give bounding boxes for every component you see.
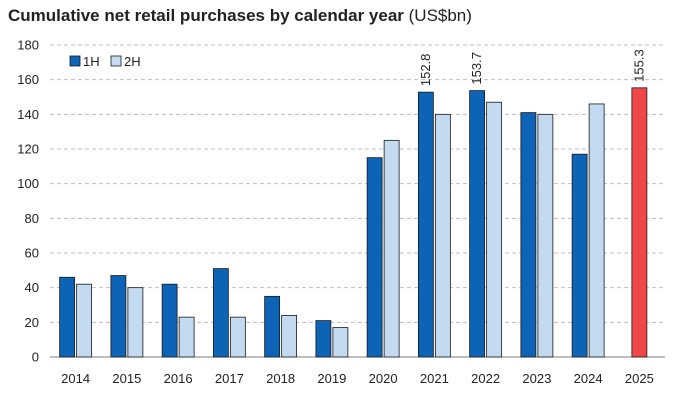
y-tick-label: 140	[17, 107, 39, 122]
y-tick-label: 180	[17, 38, 39, 53]
x-tick-label: 2014	[61, 371, 90, 386]
chart-title-unit: (US$bn)	[408, 6, 472, 25]
bar-2h	[588, 103, 605, 358]
y-tick-label: 40	[25, 280, 39, 295]
bar-2h	[76, 283, 93, 358]
legend-label-2h: 2H	[124, 54, 141, 69]
legend-swatch-1h	[69, 55, 81, 67]
bar-2h	[127, 287, 144, 358]
x-tick-label: 2024	[574, 371, 603, 386]
data-label: 155.3	[631, 49, 646, 82]
x-tick-label: 2018	[266, 371, 295, 386]
y-tick-label: 120	[17, 142, 39, 157]
bar-1h	[212, 268, 229, 358]
bar-2h	[486, 101, 503, 358]
chart-title: Cumulative net retail purchases by calen…	[8, 6, 472, 26]
bar-2h	[434, 113, 451, 358]
bar-1h	[110, 275, 127, 358]
x-tick-label: 2017	[215, 371, 244, 386]
chart-title-main: Cumulative net retail purchases by calen…	[8, 6, 404, 25]
bar-2h	[281, 314, 298, 358]
bar-2h	[229, 316, 246, 358]
bar-1h	[417, 91, 434, 358]
x-tick-label: 2021	[420, 371, 449, 386]
bar-2h	[537, 113, 554, 358]
bar-1h	[264, 295, 281, 358]
data-label: 152.8	[418, 54, 433, 87]
x-tick-label: 2023	[522, 371, 551, 386]
data-label: 153.7	[469, 52, 484, 85]
bar-1h	[315, 320, 332, 358]
bar-1h	[520, 112, 537, 358]
x-tick-label: 2025	[625, 371, 654, 386]
bar-1h	[571, 153, 588, 358]
x-tick-label: 2019	[317, 371, 346, 386]
bar-2h	[332, 327, 349, 358]
bar-2h	[178, 316, 195, 358]
bar-1h-highlight	[631, 87, 648, 358]
x-tick-label: 2016	[164, 371, 193, 386]
legend-label-1h: 1H	[83, 54, 100, 69]
x-tick-label: 2015	[112, 371, 141, 386]
legend-swatch-2h	[110, 55, 122, 67]
y-tick-label: 80	[25, 211, 39, 226]
bar-1h	[366, 157, 383, 358]
bar-1h	[59, 276, 76, 358]
y-tick-label: 20	[25, 315, 39, 330]
x-tick-label: 2022	[471, 371, 500, 386]
x-tick-label: 2020	[369, 371, 398, 386]
y-tick-label: 60	[25, 246, 39, 261]
y-tick-label: 100	[17, 176, 39, 191]
bar-2h	[383, 139, 400, 358]
bar-1h	[469, 90, 486, 358]
y-tick-label: 160	[17, 72, 39, 87]
y-tick-label: 0	[32, 350, 39, 365]
bar-1h	[161, 283, 178, 358]
